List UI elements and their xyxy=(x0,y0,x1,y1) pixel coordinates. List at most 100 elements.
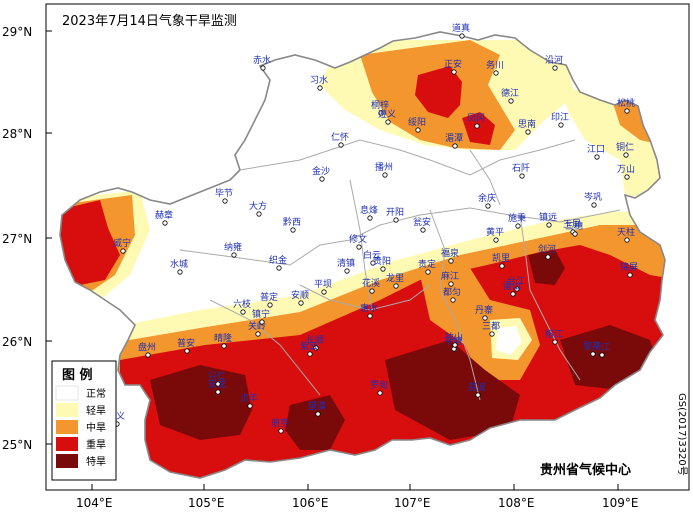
source-label: 贵州省气候中心 xyxy=(540,462,631,478)
lon-label-108: 108°E xyxy=(498,496,535,510)
station-label: 遵义 xyxy=(378,108,396,120)
station-label: 黄平 xyxy=(486,226,504,238)
legend-label-severe: 重旱 xyxy=(86,438,106,451)
station-label: 印江 xyxy=(551,111,569,123)
station-marker xyxy=(380,266,386,272)
station-label: 独山 xyxy=(445,331,463,343)
station-marker xyxy=(377,390,383,396)
station-marker xyxy=(475,392,481,398)
station-label: 松桃 xyxy=(617,97,635,109)
station-marker xyxy=(385,119,391,125)
zone-extreme-s1 xyxy=(285,395,345,450)
station-marker xyxy=(489,331,495,337)
station-label: 凤冈 xyxy=(467,113,485,124)
legend-title: 图 例 xyxy=(62,367,93,383)
station-label: 金沙 xyxy=(312,165,330,177)
legend-label-light: 轻旱 xyxy=(86,404,106,417)
station-marker xyxy=(452,342,458,348)
station-label: 赤水 xyxy=(253,54,271,66)
station-marker xyxy=(599,352,605,358)
station-label: 惠水 xyxy=(360,302,378,314)
station-marker xyxy=(240,309,246,315)
station-marker xyxy=(247,403,253,409)
station-marker xyxy=(378,110,384,116)
station-label: 平塘 xyxy=(444,335,462,347)
station-marker xyxy=(420,227,426,233)
station-label: 三穗 xyxy=(565,220,583,232)
station-marker xyxy=(514,286,520,292)
station-label: 盘州 xyxy=(138,341,156,353)
station-marker xyxy=(317,85,323,91)
station-marker xyxy=(315,411,321,417)
station-marker xyxy=(267,302,273,308)
station-marker xyxy=(255,331,261,337)
legend-label-extreme: 特旱 xyxy=(86,456,106,468)
station-label: 修文 xyxy=(349,233,367,245)
lat-label-27: 27°N xyxy=(2,232,32,246)
station-marker xyxy=(590,351,596,357)
legend-swatch-severe xyxy=(56,437,78,451)
station-marker xyxy=(256,211,262,217)
station-label: 黎平 xyxy=(583,340,601,352)
station-marker xyxy=(313,345,319,351)
station-label: 道真 xyxy=(452,22,470,34)
legend-swatch-normal xyxy=(55,385,79,401)
station-marker xyxy=(278,428,284,434)
station-label: 紫云 xyxy=(300,341,318,352)
lon-axis: 104°E 105°E 106°E 107°E 108°E 109°E xyxy=(76,484,639,510)
station-marker xyxy=(370,260,376,266)
lon-label-107: 107°E xyxy=(394,496,431,510)
station-label: 威宁 xyxy=(113,237,131,249)
station-marker xyxy=(221,343,227,349)
approval-number: GS(2017)3320号 xyxy=(676,393,688,476)
station-marker xyxy=(307,351,313,357)
station-label: 岑巩 xyxy=(584,191,602,203)
station-marker xyxy=(624,108,630,114)
station-label: 息烽 xyxy=(360,204,378,216)
station-marker xyxy=(215,389,221,395)
station-marker xyxy=(184,348,190,354)
station-marker xyxy=(120,248,126,254)
station-marker xyxy=(177,269,183,275)
prefecture-boundaries xyxy=(179,139,621,401)
lon-label-109: 109°E xyxy=(602,496,639,510)
lon-label-104: 104°E xyxy=(76,496,113,510)
station-label: 沿河 xyxy=(545,54,563,66)
station-label: 安龙 xyxy=(208,378,226,390)
zone-severe-west xyxy=(60,200,120,285)
legend-swatch-extreme xyxy=(56,454,78,468)
station-marker xyxy=(338,142,344,148)
station-marker xyxy=(145,352,151,358)
station-label: 赫章 xyxy=(155,209,173,221)
station-label: 万山 xyxy=(617,164,635,175)
zone-extreme-s2 xyxy=(385,340,520,440)
lat-label-26: 26°N xyxy=(2,335,32,349)
station-label: 丹寨 xyxy=(475,304,493,316)
station-marker xyxy=(231,252,237,258)
station-label: 凯里 xyxy=(492,252,510,264)
station-label: 剑河 xyxy=(538,243,556,255)
station-label: 石阡 xyxy=(512,163,530,174)
zone-extreme-sw xyxy=(150,365,252,440)
station-label: 锦屏 xyxy=(620,261,638,273)
station-label: 雷山 xyxy=(503,281,521,292)
station-label: 习水 xyxy=(310,74,328,86)
station-label: 从江 xyxy=(592,342,610,353)
station-label: 台江 xyxy=(507,275,525,287)
station-label: 荔波 xyxy=(468,381,486,393)
station-label: 仁怀 xyxy=(331,131,349,143)
station-label: 普定 xyxy=(260,291,278,303)
legend-label-normal: 正常 xyxy=(86,387,106,400)
station-label: 播州 xyxy=(375,161,393,173)
zone-severe-north2 xyxy=(462,112,495,145)
station-marker xyxy=(222,198,228,204)
lat-label-29: 29°N xyxy=(2,25,32,39)
station-label: 余庆 xyxy=(478,192,496,204)
station-label: 瓮安 xyxy=(413,216,431,228)
station-label: 三都 xyxy=(482,321,500,332)
station-marker xyxy=(260,65,266,71)
station-label: 六枝 xyxy=(233,298,251,310)
station-label: 江口 xyxy=(587,144,605,155)
